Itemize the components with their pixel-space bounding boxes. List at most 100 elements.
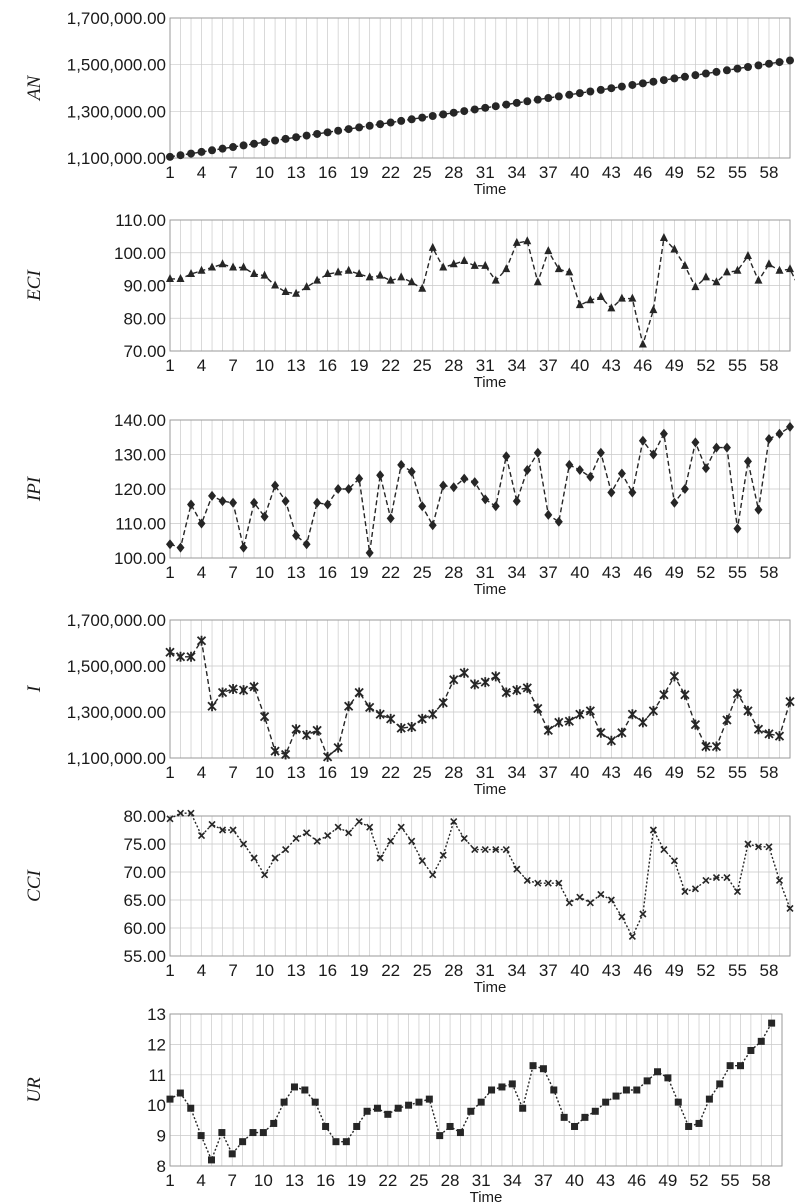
data-point bbox=[397, 823, 405, 831]
data-point bbox=[638, 339, 647, 348]
x-tick-label: 49 bbox=[665, 961, 684, 980]
data-point bbox=[732, 688, 743, 699]
data-point bbox=[565, 267, 574, 276]
data-point bbox=[534, 879, 542, 887]
data-point bbox=[627, 709, 638, 720]
data-point bbox=[685, 1122, 693, 1130]
data-point bbox=[712, 874, 721, 882]
data-point bbox=[628, 932, 636, 940]
data-point bbox=[218, 259, 227, 268]
x-tick-label: 4 bbox=[197, 563, 206, 582]
data-point bbox=[607, 896, 615, 904]
data-point bbox=[586, 295, 595, 304]
y-axis-title: CCI bbox=[24, 868, 45, 901]
data-point bbox=[638, 435, 647, 446]
y-tick-label: 1,700,000.00 bbox=[67, 611, 166, 630]
x-tick-label: 7 bbox=[228, 563, 237, 582]
data-point bbox=[737, 1062, 745, 1070]
data-point bbox=[575, 465, 584, 476]
x-tick-label: 34 bbox=[503, 1171, 522, 1190]
data-point bbox=[418, 501, 427, 512]
y-tick-label: 140.00 bbox=[114, 411, 166, 430]
y-tick-label: 11 bbox=[148, 1066, 166, 1085]
data-point bbox=[596, 447, 605, 458]
data-point bbox=[576, 893, 584, 901]
x-tick-label: 10 bbox=[255, 563, 274, 582]
data-point bbox=[638, 79, 647, 88]
data-point bbox=[512, 496, 521, 507]
y-tick-label: 12 bbox=[147, 1035, 166, 1054]
x-tick-label: 37 bbox=[539, 163, 558, 182]
data-point bbox=[628, 80, 637, 89]
x-tick-label: 37 bbox=[539, 763, 558, 782]
data-point bbox=[664, 1074, 672, 1082]
x-tick-label: 31 bbox=[476, 163, 495, 182]
x-tick-label: 43 bbox=[602, 961, 621, 980]
data-point bbox=[519, 1104, 527, 1112]
x-tick-label: 16 bbox=[316, 1171, 335, 1190]
x-tick-label: 40 bbox=[570, 163, 589, 182]
x-tick-label: 43 bbox=[602, 563, 621, 582]
data-point bbox=[596, 727, 606, 738]
y-tick-label: 55.00 bbox=[123, 947, 166, 966]
data-point bbox=[585, 705, 595, 716]
x-tick-label: 25 bbox=[413, 356, 432, 375]
data-point bbox=[491, 501, 500, 512]
data-point bbox=[481, 494, 490, 505]
data-point bbox=[332, 1138, 340, 1146]
data-point bbox=[261, 871, 269, 879]
data-point bbox=[753, 724, 764, 735]
x-axis-title: Time bbox=[474, 374, 507, 391]
data-point bbox=[218, 144, 227, 153]
x-tick-label: 58 bbox=[760, 563, 779, 582]
plot-frame bbox=[169, 1013, 783, 1167]
x-tick-label: 46 bbox=[633, 356, 652, 375]
data-point bbox=[765, 843, 773, 851]
data-point bbox=[477, 1098, 485, 1106]
x-tick-label: 40 bbox=[570, 961, 589, 980]
x-tick-label: 49 bbox=[658, 1171, 677, 1190]
data-point bbox=[187, 149, 196, 158]
data-point bbox=[446, 1122, 454, 1130]
data-point bbox=[467, 1107, 475, 1115]
plot-frame bbox=[169, 815, 791, 957]
data-point bbox=[723, 874, 731, 882]
y-tick-label: 60.00 bbox=[123, 919, 166, 938]
y-tick-label: 1,300,000.00 bbox=[67, 102, 166, 121]
data-point bbox=[533, 447, 542, 458]
data-point bbox=[470, 477, 479, 488]
data-point bbox=[764, 59, 773, 68]
x-tick-label: 4 bbox=[197, 163, 206, 182]
x-tick-label: 58 bbox=[760, 961, 779, 980]
x-tick-label: 7 bbox=[228, 356, 237, 375]
data-point bbox=[733, 523, 742, 534]
data-point bbox=[259, 1129, 267, 1137]
y-tick-label: 1,700,000.00 bbox=[67, 9, 166, 28]
data-point bbox=[757, 1037, 765, 1045]
x-tick-label: 7 bbox=[228, 163, 237, 182]
data-point bbox=[743, 705, 753, 716]
y-tick-label: 130.00 bbox=[114, 446, 166, 465]
data-point bbox=[280, 1098, 288, 1106]
data-point bbox=[249, 1129, 257, 1137]
x-tick-label: 31 bbox=[476, 763, 495, 782]
x-tick-label: 34 bbox=[507, 961, 526, 980]
data-point bbox=[786, 421, 794, 432]
x-tick-label: 58 bbox=[752, 1171, 771, 1190]
data-point bbox=[239, 840, 248, 848]
data-point bbox=[533, 95, 542, 104]
data-point bbox=[397, 272, 406, 281]
x-tick-label: 46 bbox=[633, 763, 652, 782]
data-point bbox=[376, 120, 385, 129]
data-point bbox=[617, 468, 626, 479]
data-point bbox=[218, 496, 227, 507]
data-point bbox=[301, 730, 312, 740]
x-tick-label: 37 bbox=[539, 961, 558, 980]
data-point bbox=[428, 112, 437, 120]
y-axis-title: IPI bbox=[24, 475, 45, 502]
y-tick-label: 80.00 bbox=[123, 807, 166, 826]
data-point bbox=[259, 711, 270, 722]
x-tick-label: 13 bbox=[287, 961, 306, 980]
data-point bbox=[508, 1080, 516, 1088]
data-point bbox=[701, 741, 711, 752]
